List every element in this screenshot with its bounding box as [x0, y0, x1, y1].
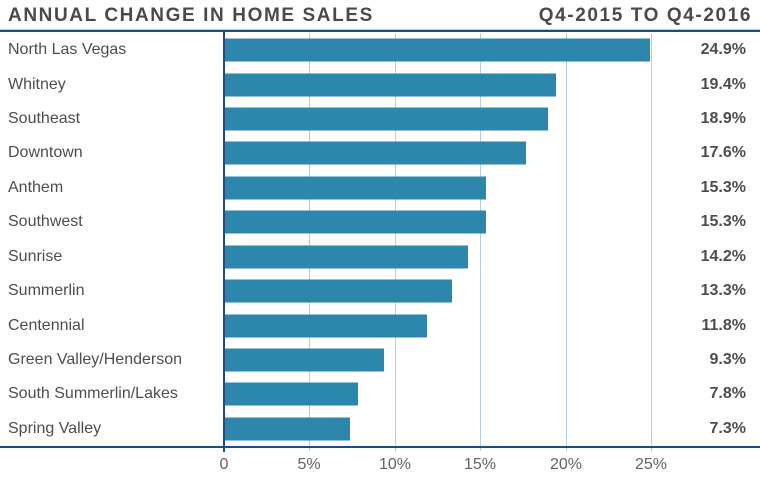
chart-row: Spring Valley 7.3%: [0, 412, 760, 446]
value-bar: [225, 210, 486, 234]
category-label: Centennial: [8, 316, 85, 334]
bar-rows: North Las Vegas 24.9% Whitney 19.4% Southeas…: [0, 33, 760, 446]
x-tick-label: 5%: [297, 456, 321, 473]
chart-row: Anthem 15.3%: [0, 171, 760, 205]
chart-row: Southwest 15.3%: [0, 205, 760, 239]
value-bar: [225, 417, 350, 441]
x-tick-label: 25%: [634, 456, 668, 473]
gridline-5: [309, 33, 310, 451]
value-label: 13.3%: [700, 282, 746, 300]
chart-title: ANNUAL CHANGE IN HOME SALES: [8, 5, 374, 26]
value-bar: [225, 141, 526, 165]
category-label: North Las Vegas: [8, 41, 127, 59]
chart-row: Green Valley/Henderson 9.3%: [0, 343, 760, 377]
chart-row: Summerlin 13.3%: [0, 274, 760, 308]
chart-period: Q4-2015 TO Q4-2016: [538, 5, 752, 26]
category-label: Whitney: [8, 75, 66, 93]
plot-area: North Las Vegas 24.9% Whitney 19.4% Southeas…: [0, 32, 760, 452]
value-label: 7.8%: [709, 385, 746, 403]
category-label: Sunrise: [8, 247, 63, 265]
category-label: Downtown: [8, 144, 83, 162]
value-label: 7.3%: [709, 419, 746, 437]
chart-row: Sunrise 14.2%: [0, 240, 760, 274]
value-bar: [225, 382, 358, 406]
chart-row: Downtown 17.6%: [0, 136, 760, 170]
x-axis-labels: 0 5% 10% 15% 20% 25%: [0, 448, 760, 484]
y-axis-line: [223, 32, 225, 452]
value-bar: [225, 279, 452, 303]
value-label: 17.6%: [700, 144, 746, 162]
value-label: 24.9%: [700, 41, 746, 59]
x-tick-label: 0: [219, 456, 229, 473]
category-label: Anthem: [8, 178, 64, 196]
chart-header: ANNUAL CHANGE IN HOME SALES Q4-2015 TO Q…: [0, 0, 760, 32]
gridline-10: [395, 33, 396, 451]
x-tick-label: 15%: [463, 456, 497, 473]
value-bar: [225, 73, 556, 97]
category-label: Spring Valley: [8, 419, 102, 437]
value-bar: [225, 314, 427, 338]
chart-row: Southeast 18.9%: [0, 102, 760, 136]
value-bar: [225, 245, 468, 269]
x-tick-label: 20%: [549, 456, 583, 473]
gridline-15: [480, 33, 481, 451]
value-label: 14.2%: [700, 247, 746, 265]
chart-row: North Las Vegas 24.9%: [0, 33, 760, 67]
value-label: 15.3%: [700, 178, 746, 196]
chart-row: Centennial 11.8%: [0, 308, 760, 342]
value-label: 11.8%: [701, 316, 746, 334]
value-label: 19.4%: [700, 75, 746, 93]
gridline-25: [651, 33, 652, 451]
value-bar: [225, 348, 384, 372]
value-label: 18.9%: [700, 110, 746, 128]
gridline-20: [566, 33, 567, 451]
category-label: Southwest: [8, 213, 83, 231]
category-label: Southeast: [8, 110, 81, 128]
value-bar: [225, 38, 650, 62]
value-label: 9.3%: [709, 351, 746, 368]
category-label: Summerlin: [8, 282, 85, 300]
x-tick-label: 10%: [378, 456, 412, 473]
chart-row: Whitney 19.4%: [0, 67, 760, 101]
value-label: 15.3%: [700, 213, 746, 231]
x-axis-line: [0, 446, 760, 448]
chart-row: South Summerlin/Lakes 7.8%: [0, 377, 760, 411]
category-label: Green Valley/Henderson: [8, 351, 183, 368]
category-label: South Summerlin/Lakes: [8, 385, 178, 403]
value-bar: [225, 107, 548, 131]
header-divider-line: [0, 29, 760, 32]
value-bar: [225, 176, 486, 200]
